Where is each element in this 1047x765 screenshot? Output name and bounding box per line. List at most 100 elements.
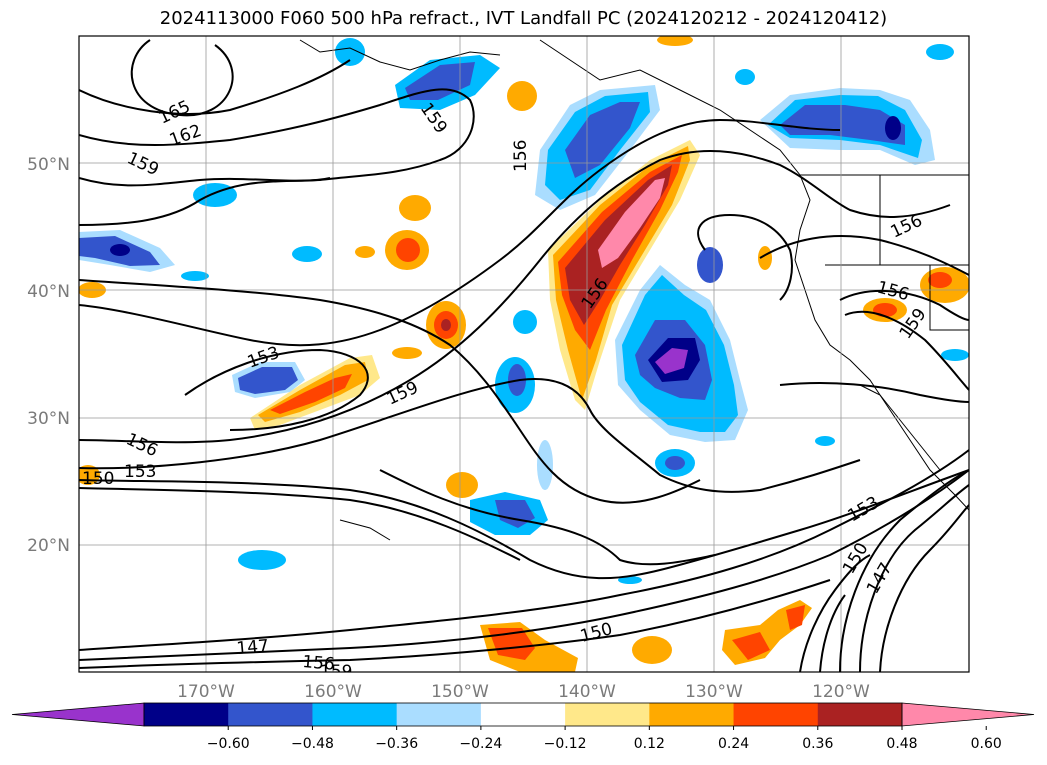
negative-region — [941, 349, 969, 361]
positive-region — [270, 374, 352, 414]
negative-region — [618, 576, 642, 584]
contour-label: 150 — [82, 469, 114, 489]
contour-line — [839, 290, 969, 321]
colorbar-segment — [480, 703, 566, 726]
positive-region — [441, 319, 451, 331]
negative-region — [181, 271, 209, 281]
positive-region — [786, 605, 805, 630]
positive-region — [873, 303, 897, 317]
colorbar-segment — [649, 703, 735, 726]
positive-region — [758, 246, 772, 270]
colorbar-tick-label: 0.24 — [718, 736, 749, 752]
positive-region — [657, 36, 693, 46]
contour-line — [79, 88, 475, 226]
lat-label-50n: 50°N — [27, 155, 70, 175]
positive-region — [732, 632, 770, 660]
contour-label: 159 — [320, 662, 352, 682]
negative-region — [238, 367, 298, 394]
lon-label-170w: 170°W — [177, 682, 235, 702]
latitude-labels: 50°N 40°N 30°N 20°N — [27, 155, 70, 556]
positive-region — [446, 472, 478, 498]
positive-region — [598, 178, 665, 268]
colorbar-segment — [817, 703, 903, 726]
negative-region — [405, 62, 475, 100]
negative-region — [885, 116, 901, 140]
coastline — [859, 384, 941, 471]
contour-line — [844, 310, 969, 391]
lon-label-150w: 150°W — [431, 682, 489, 702]
coastline — [339, 519, 391, 541]
negative-region — [926, 44, 954, 60]
colorbar-segment — [228, 703, 313, 726]
negative-region — [697, 247, 723, 283]
contour-label: 156 — [511, 140, 531, 172]
positive-region — [392, 347, 422, 359]
plot-area: 165 162 159 159 156 156 156 156 159 153 … — [78, 35, 970, 682]
colorbar-segment — [312, 703, 398, 726]
contour-line — [79, 487, 521, 561]
positive-region — [507, 81, 537, 111]
contour-line — [79, 469, 969, 661]
colorbar-segment — [733, 703, 819, 726]
contour-line — [79, 59, 351, 115]
contour-line — [79, 469, 969, 580]
colorbar-extend-max — [901, 702, 1035, 727]
positive-region — [399, 195, 431, 221]
contour-line — [79, 177, 331, 187]
contour-line — [79, 378, 861, 493]
lon-label-130w: 130°W — [685, 682, 743, 702]
contour-line — [799, 554, 871, 672]
positive-region — [928, 272, 952, 288]
negative-region — [110, 244, 130, 256]
colorbar-segment — [396, 703, 482, 726]
lon-label-160w: 160°W — [304, 682, 362, 702]
negative-region — [238, 550, 286, 570]
contour-label: 153 — [124, 462, 156, 482]
lat-label-20n: 20°N — [27, 536, 70, 556]
negative-region — [815, 436, 835, 446]
lat-label-30n: 30°N — [27, 409, 70, 429]
contour-label: 156 — [302, 652, 336, 675]
contour-label: 147 — [236, 636, 270, 659]
contour-line — [379, 469, 716, 566]
contour-line — [839, 469, 969, 672]
contour-line — [779, 382, 969, 403]
negative-region — [780, 105, 905, 145]
colorbar-tick-label: −0.24 — [459, 736, 502, 752]
colorbar-tick-label: 0.36 — [802, 736, 833, 752]
contour-line — [79, 579, 831, 669]
colorbar-tick-label: −0.36 — [375, 736, 418, 752]
contour-line — [79, 279, 701, 504]
positive-region — [488, 628, 535, 660]
map-frame — [78, 35, 970, 673]
negative-region — [292, 246, 322, 262]
colorbar-tick-label: 0.48 — [886, 736, 917, 752]
contour-layer — [79, 39, 969, 672]
negative-region — [513, 310, 537, 334]
lon-label-140w: 140°W — [558, 682, 616, 702]
positive-region — [396, 238, 420, 262]
contour-line — [130, 39, 234, 117]
contour-line — [79, 449, 969, 651]
lon-label-120w: 120°W — [812, 682, 870, 702]
colorbar-frame — [143, 702, 903, 727]
contour-line — [79, 118, 841, 347]
negative-region — [335, 38, 365, 66]
coastline-layer — [299, 39, 969, 541]
coastline — [299, 39, 501, 71]
colorbar-extend-min — [11, 702, 145, 727]
negative-region — [665, 456, 685, 470]
positive-region — [632, 636, 672, 664]
colorbar-tick-label: −0.48 — [291, 736, 334, 752]
coastline — [539, 39, 969, 511]
contour-line — [184, 348, 369, 431]
colorbar-tick-label: −0.60 — [207, 736, 250, 752]
colorbar-tick-label: 0.60 — [971, 736, 1002, 752]
contour-line — [697, 213, 793, 301]
contour-line — [819, 594, 846, 672]
colorbar-segment — [565, 703, 650, 726]
contour-line — [859, 484, 969, 672]
positive-region — [355, 246, 375, 258]
colorbar: −0.60 −0.48 −0.36 −0.24 −0.12 0.12 0.24 0.36 0.4… — [11, 702, 1035, 752]
longitude-labels: 170°W 160°W 150°W 140°W 130°W 120°W — [177, 682, 870, 702]
